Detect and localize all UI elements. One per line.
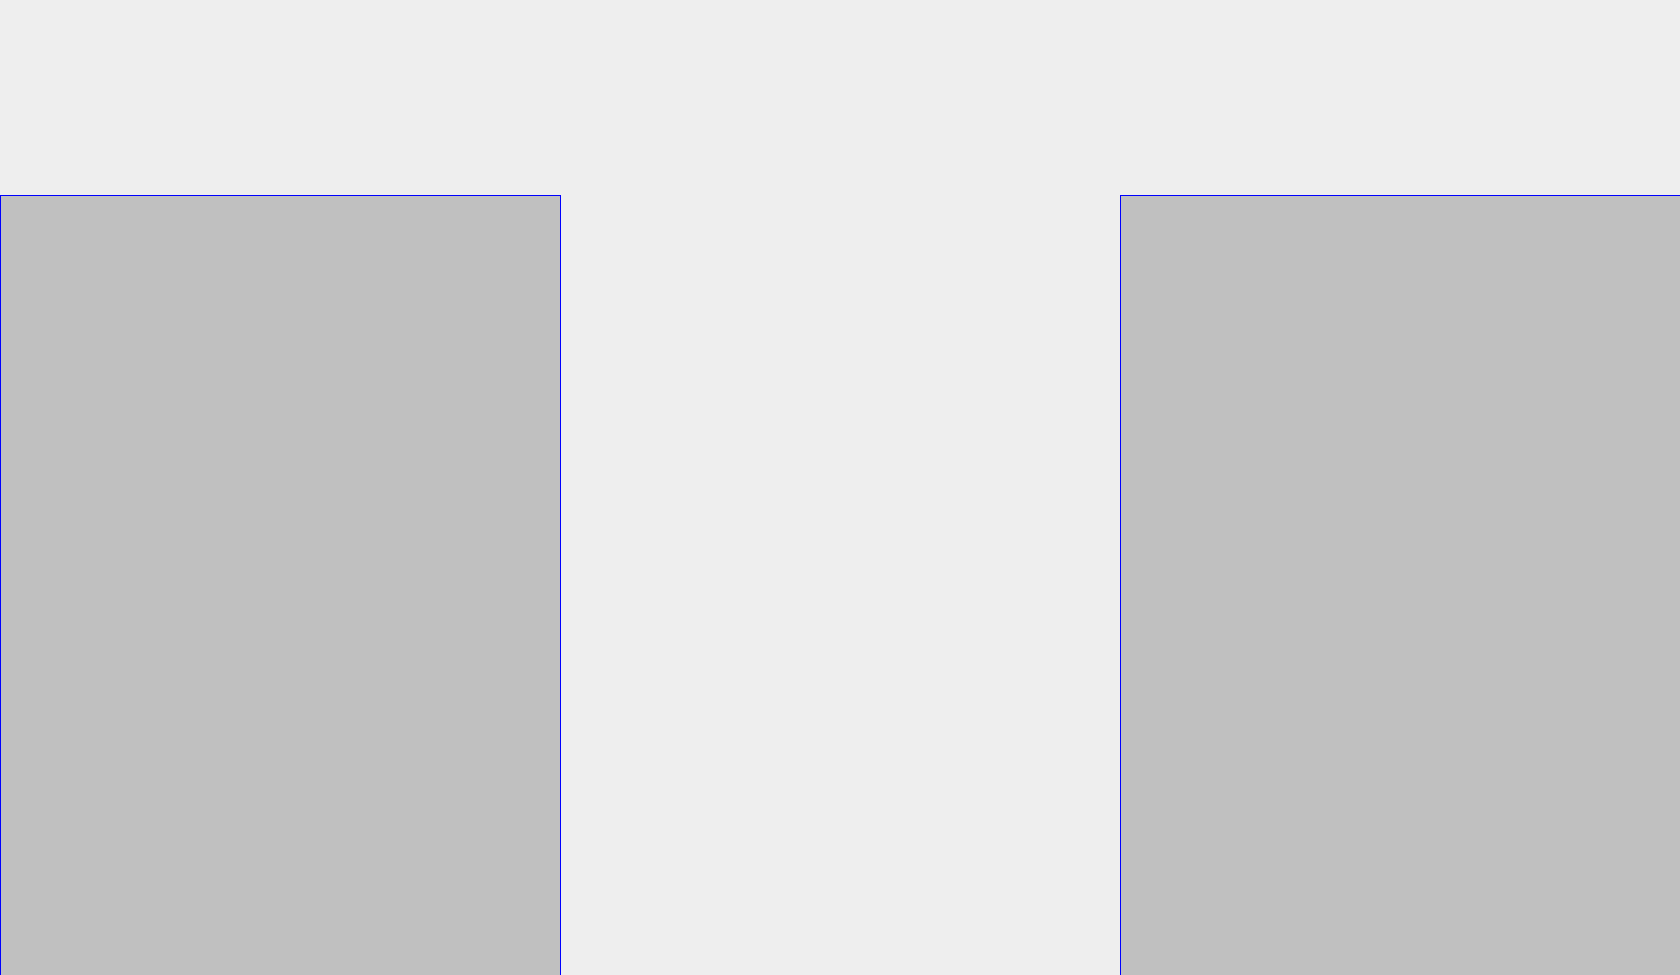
top-empty-area: [0, 0, 1680, 195]
right-panel[interactable]: [1120, 195, 1680, 975]
left-panel[interactable]: [0, 195, 561, 975]
